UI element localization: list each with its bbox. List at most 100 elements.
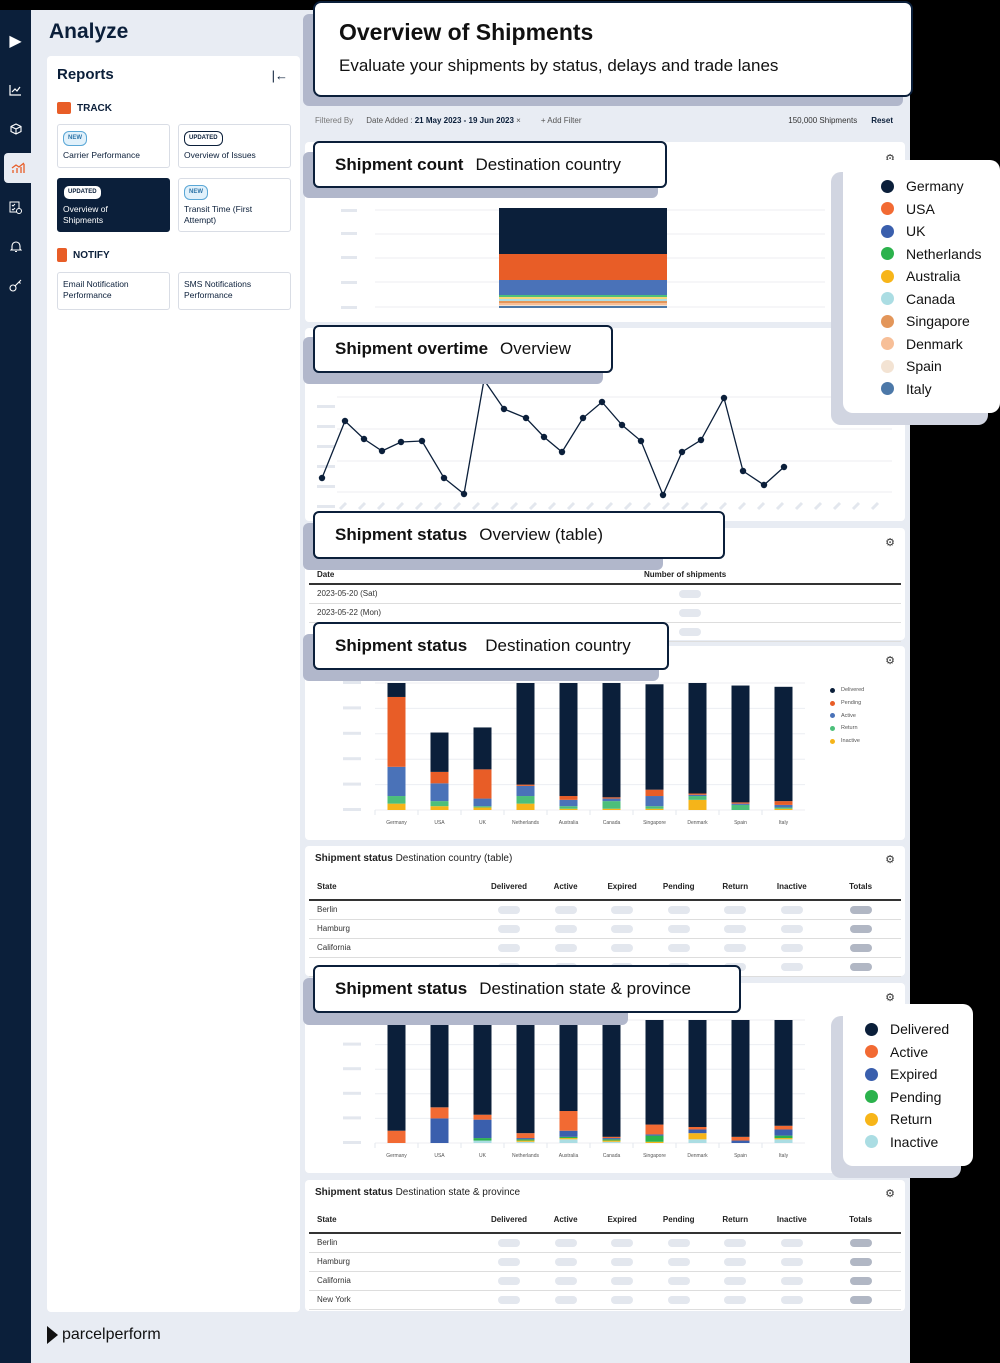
panel-title: Shipment status Destination state & prov… [315,1187,520,1198]
report-card-transit-time[interactable]: NEW Transit Time (First Attempt) [178,178,291,232]
svg-text:Canada: Canada [603,820,621,826]
analytics-icon[interactable] [4,153,31,183]
column-header-state[interactable]: State [309,874,481,901]
legend-dot-icon [881,382,894,396]
panel-title-bold: Shipment status [315,1187,393,1198]
expand-icon[interactable]: ▶ [9,33,22,50]
country-legend: Germany USA UK Netherlands Australia Canada Si… [843,160,1000,413]
value-placeholder [498,1257,521,1266]
column-header-inactive[interactable]: Inactive [763,874,821,901]
legend-dot-icon [830,713,835,719]
column-header-delivered[interactable]: Delivered [480,1207,538,1234]
collapse-panel-icon[interactable]: |← [271,68,288,83]
callout-bold: Shipment count [335,154,464,174]
value-placeholder [849,1295,872,1304]
value-placeholder [724,906,747,915]
value-placeholder [724,943,747,952]
value-placeholder [679,608,701,617]
new-badge: NEW [63,131,87,146]
brand-name: parcelperform [62,1326,161,1343]
legend-label: Pending [890,1088,942,1105]
legend-dot-icon [881,202,894,216]
report-card-carrier-performance[interactable]: NEW Carrier Performance [57,124,170,168]
reset-button[interactable]: Reset [871,115,893,125]
page-title: Overview of Shipments [339,19,594,45]
report-card-email-notification[interactable]: Email Notification Performance [57,272,170,310]
filter-bar: Filtered By Date Added : 21 May 2023 - 1… [305,110,905,130]
legend-item: Inactive [865,1131,973,1154]
bell-icon[interactable] [0,231,31,261]
callout-bold: Shipment status [335,979,468,998]
column-header-return[interactable]: Return [706,874,764,901]
settings-gear-icon[interactable]: ⚙ [885,854,895,866]
callout-bold: Shipment status [335,525,468,544]
line-chart-icon[interactable] [0,75,31,105]
page-header: Overview of Shipments Evaluate your ship… [313,1,913,97]
reports-title: Reports [57,66,114,83]
legend-dot-icon [865,1022,878,1036]
column-header-return[interactable]: Return [706,1207,764,1234]
card-label: Email Notification Performance [63,279,129,300]
table-row[interactable]: Hamburg [309,1252,901,1272]
legend-dot-icon [865,1090,878,1104]
logo-mark-icon [47,1326,58,1344]
report-card-overview-of-shipments[interactable]: UPDATED Overview of Shipments [57,178,170,232]
settings-gear-icon[interactable]: ⚙ [885,655,895,667]
legend-dot-icon [881,292,894,306]
table-row[interactable]: Hamburg [309,919,901,939]
callout-subtitle: Overview (table) [479,525,604,544]
settings-gear-icon[interactable]: ⚙ [885,1188,895,1200]
column-header-expired[interactable]: Expired [593,1207,651,1234]
table-row[interactable]: California [309,938,901,958]
column-header-inactive[interactable]: Inactive [763,1207,821,1234]
value-placeholder [849,943,872,952]
add-filter-button[interactable]: + Add Filter [533,111,589,129]
value-placeholder [611,943,634,952]
report-card-overview-of-issues[interactable]: UPDATED Overview of Issues [178,124,291,168]
table-row[interactable]: Berlin [309,900,901,920]
date-cell: 2023-05-20 (Sat) [309,584,644,604]
date-filter-chip[interactable]: Date Added : 21 May 2023 - 19 Jun 2023 × [359,111,528,129]
table-row[interactable]: New York [309,1290,901,1310]
column-header-expired[interactable]: Expired [593,874,651,901]
column-header-totals[interactable]: Totals [820,874,901,901]
svg-text:UK: UK [479,820,487,826]
state-cell: California [309,1271,481,1291]
value-placeholder [679,627,701,636]
legend-label: Canada [906,290,956,307]
chip-label: Date Added : [366,115,413,125]
state-table-panel: Shipment status Destination state & prov… [305,1180,905,1311]
shipment-overtime-chart [317,376,892,511]
table-row[interactable]: Berlin [309,1233,901,1253]
column-header-state[interactable]: State [309,1207,481,1234]
column-header-active[interactable]: Active [537,1207,594,1234]
settings-gear-icon[interactable]: ⚙ [885,153,895,165]
report-card-sms-notifications[interactable]: SMS Notifications Performance [178,272,291,310]
key-icon[interactable] [0,270,31,300]
legend-item: Netherlands [881,243,1000,266]
column-header-active[interactable]: Active [537,874,594,901]
settings-gear-icon[interactable]: ⚙ [885,992,895,1004]
card-label: Carrier Performance [63,150,140,160]
legend-item: USA [881,198,1000,221]
callout-shipment-overtime: Shipment overtime Overview [313,325,613,373]
column-header-pending[interactable]: Pending [650,1207,707,1234]
remove-filter-icon[interactable]: × [516,115,521,125]
column-header-pending[interactable]: Pending [650,874,707,901]
value-placeholder [667,1239,690,1248]
nav-rail: ▶ [0,10,31,1363]
table-row[interactable]: 2023-05-20 (Sat) [309,584,901,604]
settings-gear-icon[interactable]: ⚙ [885,537,895,549]
card-label: Overview of Issues [184,150,256,160]
checklist-icon[interactable] [0,192,31,222]
column-header-totals[interactable]: Totals [820,1207,901,1234]
value-placeholder [554,1257,577,1266]
legend-dot-icon [865,1112,878,1126]
legend-item: Inactive [830,735,864,748]
value-placeholder [611,924,634,933]
table-row[interactable]: 2023-05-22 (Mon) [309,603,901,623]
column-header-delivered[interactable]: Delivered [480,874,538,901]
value-placeholder [780,1257,803,1266]
box-icon[interactable] [0,114,31,144]
table-row[interactable]: California [309,1271,901,1291]
